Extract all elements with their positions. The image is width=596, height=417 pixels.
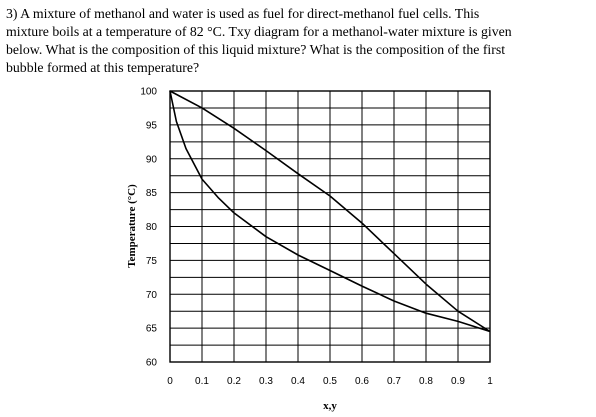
x-tick-label: 0.9	[451, 376, 465, 387]
question-line: bubble formed at this temperature?	[6, 60, 200, 75]
x-tick-label: 0	[167, 376, 173, 387]
question-text: 3) A mixture of methanol and water is us…	[6, 5, 592, 77]
x-tick-label: 0.3	[259, 376, 273, 387]
dew-point-curve	[169, 90, 491, 333]
x-tick-label: 0.4	[291, 376, 305, 387]
y-tick-labels: 60 65 70 75 80 85 90 95 100	[140, 87, 157, 369]
grid	[169, 90, 491, 363]
question-line: below. What is the composition of this l…	[6, 42, 506, 57]
y-tick-label: 75	[146, 256, 158, 267]
x-tick-label: 0.8	[419, 376, 433, 387]
series-group	[169, 90, 491, 333]
x-axis-label: x,y	[323, 400, 337, 412]
y-tick-label: 70	[146, 290, 158, 301]
y-tick-label: 100	[140, 87, 157, 98]
y-tick-label: 85	[146, 188, 158, 199]
plot-frame	[169, 90, 491, 363]
bubble-point-curve	[169, 90, 491, 333]
x-tick-label: 0.2	[227, 376, 241, 387]
y-tick-label: 80	[146, 222, 158, 233]
x-tick-label: 0.1	[195, 376, 209, 387]
x-tick-label: 1	[487, 376, 493, 387]
y-axis-label: Temperature (°C)	[126, 184, 138, 268]
y-tick-label: 95	[146, 120, 158, 131]
x-tick-label: 0.7	[387, 376, 401, 387]
y-tick-label: 65	[146, 324, 158, 335]
x-tick-label: 0.6	[355, 376, 369, 387]
question-line: 3) A mixture of methanol and water is us…	[6, 6, 480, 21]
y-tick-label: 90	[146, 154, 158, 165]
y-tick-label: 60	[146, 358, 158, 369]
x-tick-label: 0.5	[323, 376, 337, 387]
question-line: mixture boils at a temperature of 82 °C.…	[6, 24, 512, 39]
x-tick-labels: 0 0.1 0.2 0.3 0.4 0.5 0.6 0.7 0.8 0.9 1	[167, 376, 493, 387]
